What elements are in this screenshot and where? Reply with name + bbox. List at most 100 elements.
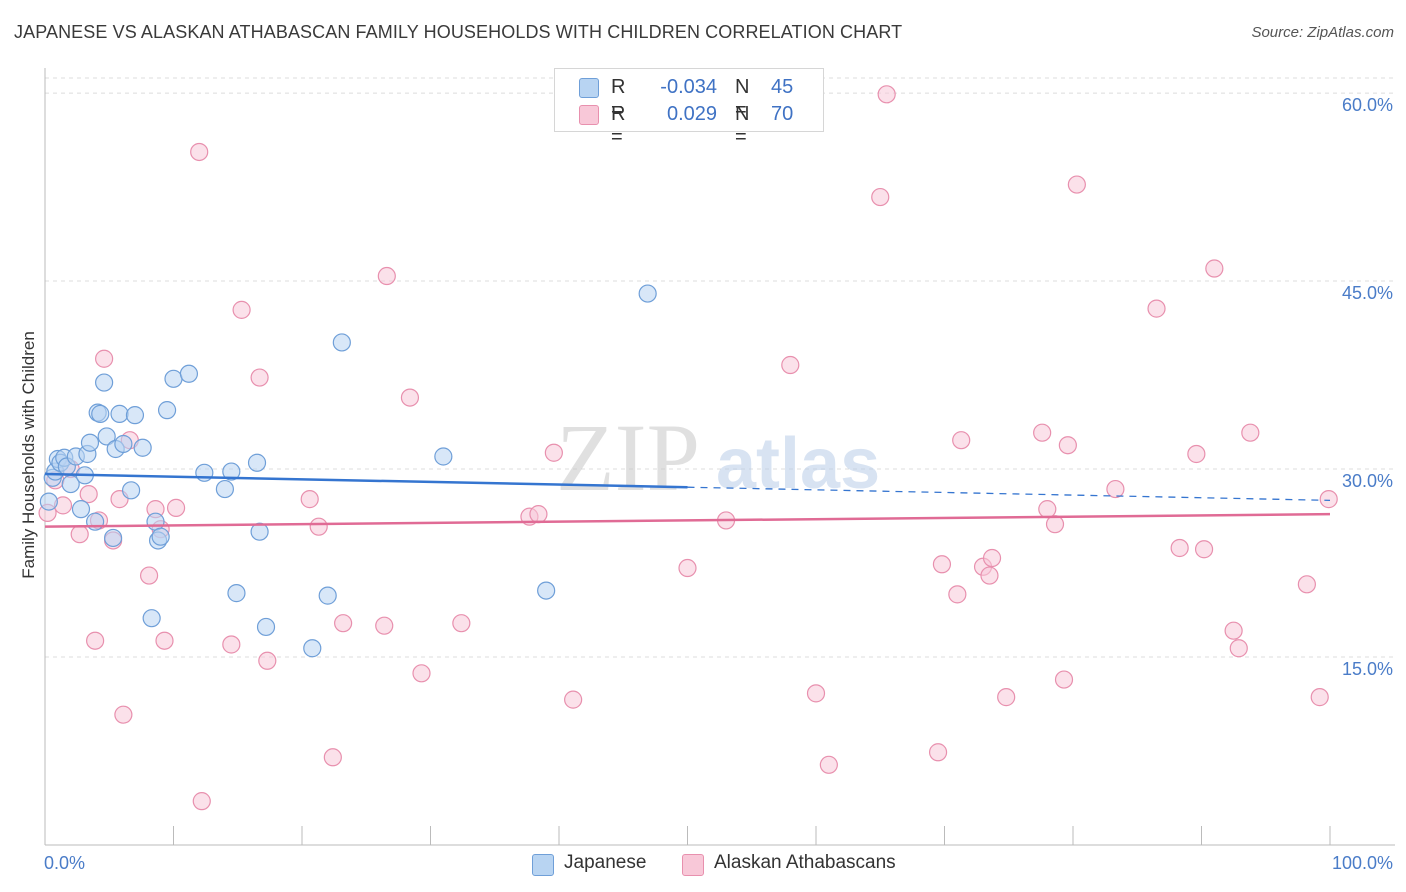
- japanese-point: [104, 528, 123, 548]
- japanese-trend-line-extrapolated: [687, 486, 1331, 502]
- japanese-point: [638, 284, 657, 303]
- japanese-point: [195, 463, 214, 482]
- alaskan-point: [928, 743, 948, 762]
- alaskan-point: [377, 266, 396, 286]
- alaskan-point: [300, 490, 319, 509]
- alaskan-point: [1067, 175, 1086, 194]
- alaskan-point: [982, 548, 1002, 568]
- y-tick-label: 60.0%: [1342, 95, 1393, 115]
- legend-swatch-alaskan: [579, 105, 599, 125]
- alaskan-point: [1319, 490, 1338, 509]
- legend-r-label: R =: [611, 103, 626, 148]
- axes: [44, 68, 1395, 846]
- bottom-legend-swatch-japanese: [532, 854, 554, 876]
- japanese-point: [146, 512, 165, 531]
- legend-swatch-japanese: [579, 78, 599, 98]
- alaskan-point: [1106, 479, 1125, 499]
- alaskan-point: [529, 505, 548, 524]
- watermark: ZIP atlas: [556, 404, 880, 511]
- y-tick-label: 30.0%: [1342, 471, 1393, 491]
- alaskan-point: [1033, 423, 1052, 442]
- japanese-point: [110, 404, 129, 423]
- alaskan-point: [819, 755, 838, 774]
- legend-n-value-alaskan: 70: [771, 103, 794, 125]
- japanese-point: [133, 438, 152, 457]
- japanese-point: [80, 433, 100, 452]
- alaskan-point: [323, 748, 342, 767]
- alaskan-point: [1297, 575, 1316, 594]
- gridlines: [45, 77, 1395, 658]
- watermark-atlas: atlas: [716, 424, 880, 504]
- legend-r-label: R =: [611, 76, 626, 121]
- legend-r-value-alaskan: 0.029: [661, 103, 717, 125]
- alaskan-point: [544, 443, 563, 462]
- correlation-legend: R = -0.034 N = 45 R = 0.029 N = 70: [554, 68, 824, 148]
- alaskan-point: [375, 616, 394, 635]
- bottom-legend-label-japanese: Japanese: [564, 852, 647, 873]
- legend-n-value-japanese: 45: [771, 76, 794, 98]
- alaskan-point: [70, 525, 89, 544]
- watermark-zip: ZIP: [556, 404, 700, 511]
- alaskan-point: [139, 566, 159, 585]
- legend-r-value-japanese: -0.034: [660, 76, 717, 98]
- alaskan-point: [334, 614, 353, 633]
- alaskan-point: [1241, 423, 1260, 442]
- alaskan-point: [781, 355, 800, 375]
- alaskan-point: [1054, 670, 1074, 689]
- alaskan-point: [1187, 444, 1206, 464]
- alaskan-point: [258, 651, 277, 670]
- legend-n-label: N =: [735, 76, 750, 121]
- alaskan-point: [155, 631, 174, 650]
- y-tick-label: 15.0%: [1342, 659, 1393, 679]
- bottom-legend-label-alaskan: Alaskan Athabascans: [714, 852, 896, 873]
- y-axis-title: Family Households with Children: [19, 331, 38, 579]
- alaskan-point: [1147, 299, 1166, 318]
- alaskan-point: [250, 368, 269, 387]
- alaskan-point: [932, 555, 952, 574]
- alaskan-trend-line: [44, 512, 1331, 528]
- japanese-point: [95, 373, 114, 392]
- japanese-point: [151, 527, 170, 546]
- alaskan-point: [1038, 500, 1057, 519]
- alaskan-point: [1194, 540, 1214, 559]
- japanese-point: [434, 447, 453, 466]
- alaskan-point: [952, 431, 971, 450]
- legend-n-label: N =: [735, 103, 750, 148]
- japanese-point: [121, 481, 141, 500]
- japanese-point: [39, 492, 58, 511]
- y-tick-label: 45.0%: [1342, 283, 1393, 303]
- japanese-point: [179, 364, 199, 383]
- japanese-point: [157, 401, 177, 420]
- alaskan-point: [877, 85, 896, 104]
- japanese-point: [91, 404, 110, 423]
- japanese-point: [247, 453, 267, 472]
- alaskan-point: [806, 684, 826, 703]
- alaskan-point: [232, 300, 251, 319]
- japanese-point: [303, 639, 322, 658]
- japanese-trend-line: [44, 472, 688, 489]
- alaskan-point: [1224, 621, 1243, 640]
- trend-lines: [44, 472, 1331, 528]
- japanese-point: [114, 434, 133, 454]
- japanese-point: [215, 479, 234, 499]
- alaskan-point: [1229, 639, 1248, 658]
- chart-title: JAPANESE VS ALASKAN ATHABASCAN FAMILY HO…: [14, 22, 903, 42]
- japanese-point: [142, 609, 161, 628]
- alaskan-point: [678, 558, 697, 578]
- alaskan-point: [95, 349, 114, 368]
- alaskan-point: [86, 631, 105, 650]
- x-tick-label: 100.0%: [1332, 853, 1393, 873]
- alaskan-point: [948, 585, 967, 604]
- tick-labels: 15.0% 30.0% 45.0% 60.0% 0.0% 100.0%: [44, 95, 1393, 873]
- alaskan-point: [1170, 538, 1189, 558]
- alaskan-point: [166, 498, 186, 517]
- alaskan-point: [452, 614, 471, 633]
- japanese-point: [250, 522, 269, 541]
- alaskan-point: [1310, 688, 1329, 707]
- japanese-point: [125, 406, 145, 425]
- bottom-legend-swatch-alaskan: [682, 854, 704, 876]
- alaskan-point: [79, 484, 98, 504]
- alaskan-point: [222, 635, 241, 654]
- japanese-point: [97, 427, 116, 446]
